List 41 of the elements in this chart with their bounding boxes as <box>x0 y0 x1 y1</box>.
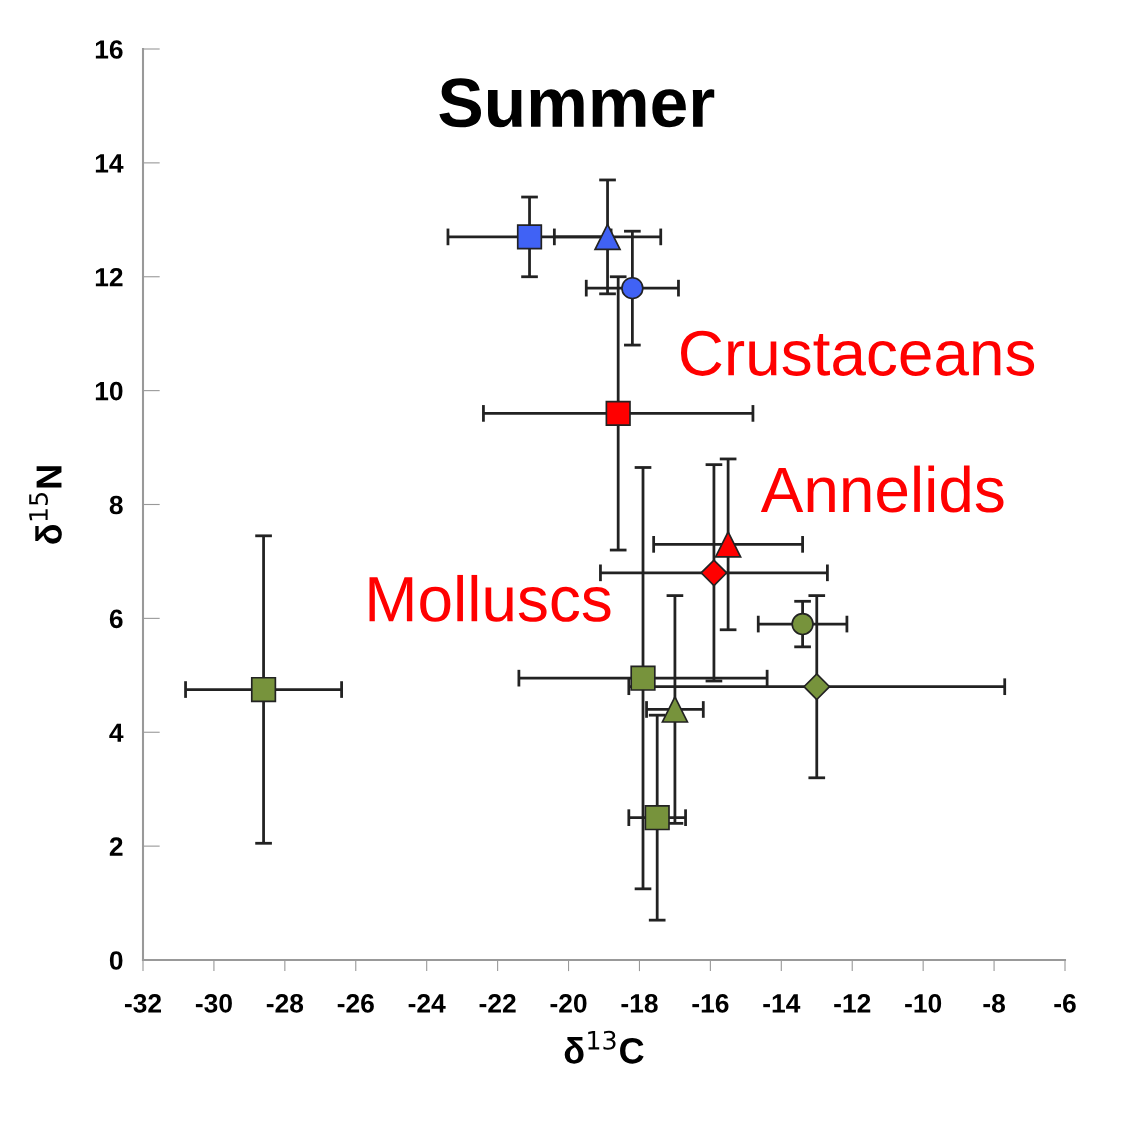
annotation: Crustaceans <box>681 330 1035 376</box>
y-tick-label: 0 <box>109 951 123 970</box>
x-tick-label: -14 <box>763 994 801 1013</box>
x-tick-label: -12 <box>834 994 871 1013</box>
x-tick-label: -10 <box>905 994 942 1013</box>
x-tick-label: -30 <box>195 994 232 1013</box>
x-axis-title: δ$^{13}$C <box>564 1030 644 1064</box>
point <box>621 276 644 300</box>
y-tick-label: 4 <box>109 723 124 742</box>
point <box>605 400 631 427</box>
x-tick-label: -18 <box>621 994 658 1013</box>
x-tick-label: -20 <box>550 994 587 1013</box>
point <box>516 224 543 250</box>
x-tick-label: -32 <box>124 994 162 1013</box>
y-axis-title: δ$^{15}$N <box>29 466 62 544</box>
point <box>700 559 728 587</box>
annotation: Molluscs <box>369 574 611 622</box>
y-tick-label: 14 <box>95 154 124 173</box>
point <box>644 805 670 831</box>
y-tick-label: 16 <box>95 40 123 59</box>
x-tick-label: -16 <box>692 994 729 1013</box>
x-tick-label: -8 <box>983 994 1005 1013</box>
x-tick-label: -22 <box>479 994 516 1013</box>
x-tick-label: -28 <box>266 994 304 1013</box>
point <box>594 223 621 251</box>
y-tick-label: 12 <box>95 267 123 287</box>
x-tick-label: -24 <box>408 994 446 1013</box>
y-tick-label: 8 <box>109 495 123 515</box>
point <box>250 676 277 703</box>
point <box>803 673 831 701</box>
y-tick-label: 10 <box>95 381 123 401</box>
point <box>791 612 814 636</box>
y-tick-label: 6 <box>109 609 123 629</box>
x-tick-label: -6 <box>1054 994 1076 1013</box>
point <box>630 665 656 691</box>
point <box>714 531 742 558</box>
y-tick-label: 2 <box>109 837 123 856</box>
x-tick-label: -26 <box>337 994 374 1013</box>
chart-title: Summer <box>439 78 715 128</box>
annotation: Annelids <box>760 465 1004 513</box>
point <box>661 696 689 723</box>
